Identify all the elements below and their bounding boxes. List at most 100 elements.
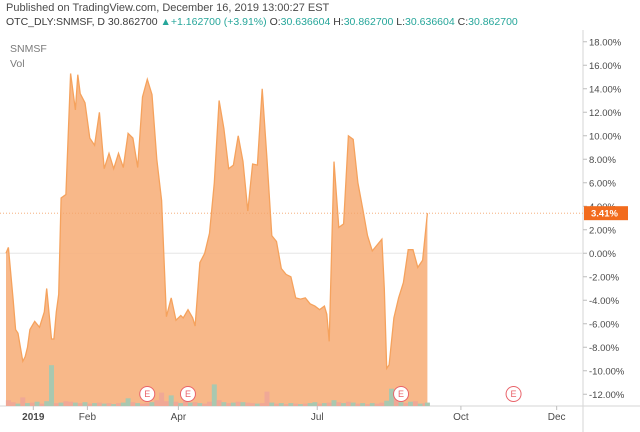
y-tick-label: 12.00%	[589, 108, 622, 119]
up-arrow-icon: ▲	[160, 16, 171, 28]
x-tick-label: Oct	[453, 412, 469, 423]
volume-bar	[254, 403, 260, 406]
earnings-e-icon[interactable]	[179, 386, 196, 402]
price-value: 30.862700	[107, 16, 158, 28]
volume-bar	[178, 403, 184, 406]
volume-bar	[369, 403, 375, 406]
y-tick-label: -8.00%	[589, 343, 620, 354]
close-label: C:	[457, 16, 469, 28]
earnings-e-label: E	[144, 389, 150, 399]
last-value-badge	[584, 206, 628, 221]
series-area-fill	[6, 73, 428, 406]
y-tick-label: -2.00%	[589, 272, 620, 283]
volume-bar	[39, 403, 45, 406]
volume-bar	[87, 403, 93, 406]
volume-bar	[345, 401, 351, 406]
volume-bar	[393, 397, 399, 406]
y-tick-label: 8.00%	[589, 155, 616, 166]
volume-bar	[82, 402, 88, 406]
y-tick-label: -4.00%	[589, 296, 620, 307]
volume-bar	[250, 403, 256, 406]
legend: SNMSF Vol	[10, 42, 47, 72]
volume-bar	[68, 401, 74, 406]
volume-bar	[283, 404, 289, 406]
volume-bar	[417, 403, 423, 406]
earnings-e-icon[interactable]	[393, 386, 410, 402]
volume-bar	[111, 404, 117, 406]
volume-bar	[58, 402, 64, 406]
volume-bar	[149, 402, 155, 406]
volume-bar	[230, 402, 236, 406]
volume-bar	[187, 402, 193, 406]
volume-bar	[192, 402, 198, 406]
legend-volume: Vol	[10, 58, 25, 70]
volume-bar	[350, 402, 356, 406]
high-label: H:	[333, 16, 344, 28]
volume-bar	[336, 402, 342, 406]
volume-bar	[173, 401, 179, 406]
volume-bar	[96, 402, 102, 406]
volume-bar	[278, 403, 284, 406]
volume-bar	[384, 400, 390, 406]
volume-bar	[120, 402, 126, 406]
volume-bar	[298, 404, 303, 406]
volume-bar	[365, 404, 370, 406]
volume-bar	[49, 365, 54, 406]
change-value: +1.162700 (+3.91%)	[170, 16, 267, 28]
volume-bar	[168, 395, 174, 406]
volume-bar	[412, 401, 418, 406]
volume-bar	[235, 401, 241, 406]
low-label: L:	[396, 16, 406, 28]
y-tick-label: -6.00%	[589, 319, 620, 330]
volume-bar	[106, 403, 112, 406]
y-tick-label: 0.00%	[589, 249, 616, 260]
volume-bar	[216, 400, 222, 406]
volume-bar	[360, 403, 366, 406]
volume-bar	[312, 402, 318, 406]
volume-bar	[374, 403, 380, 406]
volume-bar	[72, 402, 78, 406]
volume-bar	[29, 402, 35, 406]
earnings-e-icon[interactable]	[505, 386, 522, 402]
volume-bar	[163, 401, 169, 406]
y-tick-label: -10.00%	[589, 366, 625, 377]
volume-bar	[77, 403, 83, 406]
volume-bar	[5, 400, 11, 406]
volume-bar	[34, 401, 40, 406]
volume-bar	[302, 403, 308, 406]
volume-bar	[207, 401, 212, 406]
volume-bar	[269, 402, 275, 406]
volume-bar	[25, 403, 30, 406]
low-value: 30.636604	[405, 16, 455, 28]
y-tick-label: 18.00%	[589, 37, 622, 48]
volume-bar	[135, 403, 141, 406]
earnings-e-icon[interactable]	[139, 386, 156, 402]
volume-bar	[154, 400, 160, 406]
volume-bar	[15, 403, 21, 406]
volume-bar	[379, 402, 385, 406]
y-tick-label: 2.00%	[589, 225, 616, 236]
earnings-e-label: E	[185, 389, 191, 399]
y-tick-label: 14.00%	[589, 84, 622, 95]
volume-bar	[341, 403, 347, 406]
volume-bar	[140, 403, 145, 406]
volume-bar	[403, 403, 409, 406]
volume-bar	[183, 398, 189, 406]
volume-bar	[424, 402, 430, 406]
volume-bar	[321, 403, 327, 406]
volume-bar	[331, 400, 337, 406]
volume-bar	[398, 402, 404, 406]
volume-bar	[159, 392, 165, 406]
volume-bar	[202, 403, 208, 406]
volume-bar	[389, 388, 394, 406]
last-value-label: 3.41%	[591, 209, 618, 220]
volume-bar	[293, 403, 299, 406]
volume-bar	[44, 401, 50, 406]
volume-bar	[307, 403, 313, 406]
y-tick-label: 6.00%	[589, 178, 616, 189]
volume-bar	[264, 391, 270, 406]
x-tick-label: Dec	[548, 412, 566, 423]
volume-bar	[317, 403, 323, 406]
legend-symbol: SNMSF	[10, 43, 47, 55]
